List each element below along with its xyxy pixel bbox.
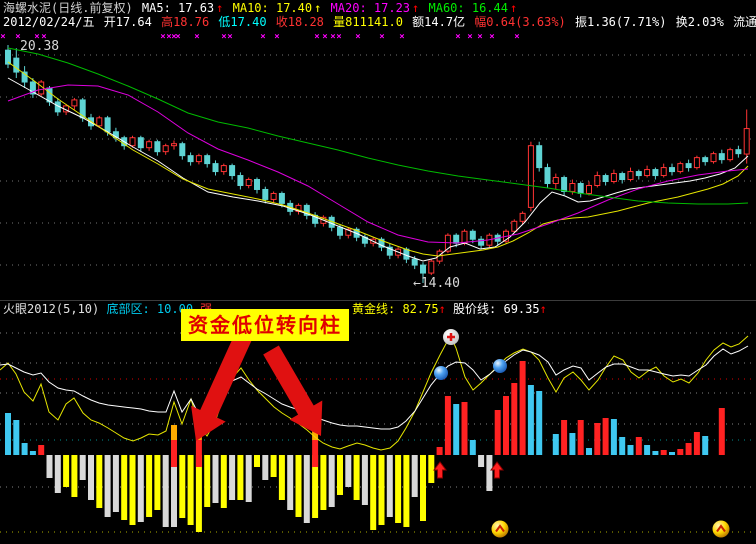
indicator-lines — [0, 335, 749, 451]
quote-segment: 2012/02/24/五 — [3, 15, 102, 29]
quote-segment: MA10: 17.40 — [225, 1, 313, 15]
ma-line-ma20 — [7, 84, 749, 244]
gold-ball-marker — [491, 520, 509, 538]
candles — [5, 45, 750, 284]
quote-segment: 流通40.0亿 — [733, 15, 756, 29]
svg-text:×: × — [489, 32, 494, 42]
svg-text:×: × — [34, 32, 39, 42]
indicator-bars — [5, 361, 725, 532]
up-arrow-marker — [490, 461, 504, 479]
svg-text:×: × — [274, 32, 279, 42]
indicator-segment: 底部区: 10.00 — [106, 302, 201, 316]
ma-line-ma10 — [7, 61, 749, 257]
quote-segment: 海螺水泥(日线.前复权) — [3, 1, 140, 15]
svg-text:×: × — [166, 32, 171, 42]
quote-segment: ↑ — [412, 1, 420, 15]
top-x-marks: × × × × × × ×× × × × × × × × × × × × × × × × × × — [0, 32, 519, 42]
price-high-label: 20.38 — [20, 39, 60, 54]
quote-segment: 振1.36(7.71%) — [575, 15, 674, 29]
blue-ball-marker — [434, 366, 448, 380]
price-low-label: ←14.40 — [413, 276, 460, 291]
indicator-segment: ↑ — [539, 302, 547, 316]
quote-segment: ↑ — [216, 1, 224, 15]
blue-ball-marker — [493, 359, 507, 373]
svg-text:×: × — [15, 32, 20, 42]
quote-segment: ↑ — [314, 1, 322, 15]
gold-ball-marker — [712, 520, 730, 538]
svg-text:×: × — [175, 32, 180, 42]
quote-segment: 开17.64 — [103, 15, 160, 29]
quote-segment: MA5: 17.63 — [141, 1, 215, 15]
quote-segment: 高18.76 — [161, 15, 217, 29]
svg-text:×: × — [455, 32, 460, 42]
svg-text:×: × — [467, 32, 472, 42]
quote-segment: 收18.28 — [275, 15, 332, 29]
indicator-segment: 火眼2012(5,10) — [3, 302, 107, 316]
indicator-segment: 黄金线: 82.75 — [352, 302, 439, 316]
svg-text:×: × — [330, 32, 335, 42]
quote-segment: ↑ — [509, 1, 518, 15]
quote-header-line1: 海螺水泥(日线.前复权) MA5: 17.63 ↑ MA10: 17.40 ↑ MA… — [3, 1, 519, 15]
quote-segment: MA60: 16.44 — [421, 1, 508, 15]
svg-text:×: × — [322, 32, 327, 42]
quote-segment: MA20: 17.23 — [323, 1, 411, 15]
panel-divider — [0, 300, 756, 301]
quote-segment: 额14.7亿 — [412, 15, 473, 29]
ma-lines — [7, 47, 749, 262]
quote-header-line2: 2012/02/24/五 开17.64 高18.76 低17.40 收18.28… — [3, 15, 756, 29]
svg-text:×: × — [41, 32, 46, 42]
price-line — [0, 345, 749, 430]
annotation-callout: 资金低位转向柱 — [181, 309, 349, 341]
quote-segment: 量811141.0 — [333, 15, 411, 29]
big-red-arrow — [263, 345, 323, 436]
svg-text:×: × — [477, 32, 482, 42]
svg-text:×: × — [514, 32, 519, 42]
svg-text:×: × — [171, 32, 176, 42]
ma-line-ma5 — [7, 77, 749, 262]
gold-line — [0, 335, 749, 451]
big-red-arrow — [191, 327, 255, 441]
svg-text:×: × — [0, 32, 5, 42]
quote-segment: 低17.40 — [218, 15, 274, 29]
annotation-arrows — [191, 327, 323, 441]
svg-text:×: × — [221, 32, 226, 42]
quote-segment: 幅0.64(3.63%) — [474, 15, 573, 29]
svg-text:×: × — [336, 32, 341, 42]
indicator-markers — [433, 329, 730, 538]
svg-text:×: × — [260, 32, 265, 42]
quote-segment: 换2.03% — [675, 15, 732, 29]
svg-text:×: × — [379, 32, 384, 42]
indicator-segment: ↑ — [438, 302, 446, 316]
svg-text:×: × — [160, 32, 165, 42]
indicator-header-values: 黄金线: 82.75↑ 股价线: 69.35↑ — [352, 302, 547, 316]
svg-text:×: × — [194, 32, 199, 42]
svg-text:×: × — [314, 32, 319, 42]
svg-text:×: × — [355, 32, 360, 42]
ma-line-ma60 — [7, 47, 749, 205]
indicator-segment: 股价线: 69.35 — [445, 302, 540, 316]
svg-text:×: × — [227, 32, 232, 42]
svg-text:×: × — [399, 32, 404, 42]
up-arrow-marker — [433, 461, 447, 479]
